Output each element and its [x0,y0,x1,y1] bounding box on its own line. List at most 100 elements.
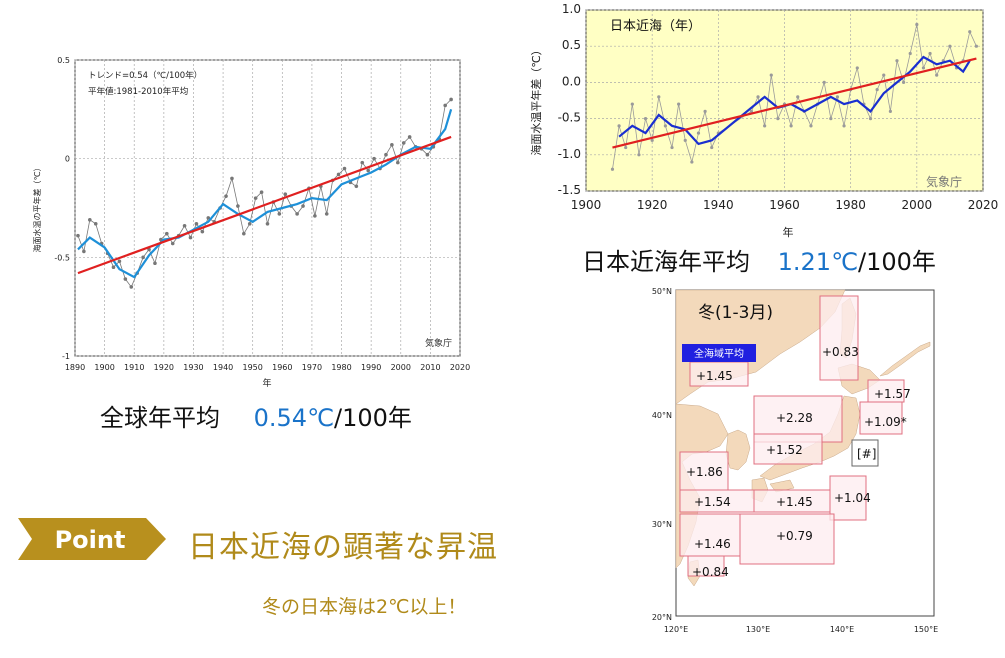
land-kuril [879,341,931,377]
g1-xtick-label: 1980 [331,363,351,372]
g1-xtick-label: 2010 [420,363,440,372]
g1-annual-point [242,231,246,236]
global-ylabel: 海面水温の平年差（℃） [32,164,42,253]
value-shikoku-off: +1.45 [776,495,813,509]
g2-annual-point [948,44,952,48]
g2-ytick-label: 0.5 [562,38,581,52]
g2-annual-point [882,73,886,77]
g2-xtick-label: 1900 [571,198,602,212]
g1-annual-point [170,241,175,246]
g2-annual-point [763,124,767,128]
g1-xtick-label: 1960 [272,363,292,372]
g2-xtick-label: 1980 [835,198,866,212]
g1-annual-point [354,184,359,189]
g2-annual-point [868,117,873,121]
global-caption-value: 0.54℃ [253,404,335,432]
g1-annual-point [384,152,388,157]
box-south-kanto [829,475,867,521]
g1-xtick-label: 1950 [243,363,263,372]
g1-annual-point [230,176,234,181]
g1-annual-line [77,99,452,288]
value-yellow-sea: +1.86 [686,465,723,479]
g2-annual-point [657,95,661,99]
g2-annual-point [677,102,681,106]
global-xlabel: 年 [262,377,271,389]
g2-ytick-label: -0.5 [558,111,581,125]
land-shikoku [769,479,795,493]
g1-annual-point [182,223,187,228]
g1-annual-point [295,212,299,216]
g1-annual-point [443,103,447,108]
global-source-label: 気象庁 [425,337,452,349]
g2-annual-point [829,117,833,121]
value-kanto: [#] [857,447,876,461]
lat-label-40: 40°N [652,411,672,420]
g1-xtick-label: 1970 [302,363,322,372]
g2-annual-point [776,117,780,121]
g1-xtick-label: 1990 [361,363,381,372]
g2-annual-point [630,102,634,106]
g2-xtick-label: 1960 [769,198,800,212]
value-south-off: +0.79 [776,529,813,543]
g1-annual-point [141,255,145,260]
point-title: 日本近海の顕著な昇温 [188,530,498,565]
g1-xtick-label: 1890 [65,363,85,372]
g2-annual-point [624,145,628,150]
g2-annual-point [974,44,978,48]
g1-xtick-label: 1920 [154,363,174,372]
g1-annual-point [313,214,317,218]
g2-xtick-label: 1940 [703,198,734,212]
japan-source-label: 気象庁 [926,174,962,189]
box-sanriku [859,401,903,435]
g1-xtick-label: 2000 [391,363,411,372]
g1-xtick-label: 1910 [124,363,144,372]
value-southwest-japan-sea: +1.52 [766,443,803,457]
g2-annual-point [921,66,926,70]
g1-annual-point [165,231,169,236]
value-central-japan-sea: +2.28 [776,411,813,425]
g2-annual-point [637,153,641,157]
box-north-japan-sea [819,295,859,381]
g1-annual-point [129,285,134,289]
g2-annual-point [683,138,687,142]
g1-annual-point [117,259,122,264]
g1-annual-point [301,204,305,208]
value-okinawa: +0.84 [692,565,729,579]
japan-ylabel: 海面水温平年差（℃） [529,44,543,155]
map-legend-label: 全海域平均 [694,347,744,360]
g1-annual-point [342,166,347,171]
lon-label-140: 140°E [830,625,854,634]
g2-annual-point [968,30,972,34]
g1-annual-point [396,160,400,165]
g1-annual-point [390,143,394,147]
box-okinawa [687,555,725,577]
g1-annual-point [247,221,252,226]
global-annotation-normal: 平年値:1981-2010年平均 [88,86,188,97]
value-sanriku: +1.09* [864,415,907,429]
g2-annual-point [643,117,648,121]
g1-annual-point [82,249,86,254]
g1-annual-point [372,156,376,161]
japan-xlabel: 年 [783,225,794,238]
g1-annual-point [336,172,341,177]
japan-caption-value: 1.21℃ [777,248,859,276]
g1-annual-point [236,204,240,208]
value-east-china-sea-south: +1.46 [694,537,731,551]
g2-ytick-label: 0.0 [562,74,581,88]
g2-annual-point [895,59,899,63]
g1-annual-point [401,141,406,145]
g1-annual-point [123,277,128,281]
japan-caption: 日本近海年平均 1.21℃/100年 [582,242,936,277]
g1-annual-point [153,261,157,266]
g2-annual-point [670,145,674,150]
g1-annual-point [277,212,282,216]
g1-annual-point [265,221,270,226]
g1-annual-point [253,196,258,200]
g2-annual-point [902,80,906,84]
g1-annual-point [76,233,80,238]
g1-annual-point [425,152,430,157]
japan-caption-label: 日本近海年平均 [582,248,750,276]
g2-annual-point [915,22,919,27]
g2-ytick-label: -1.5 [558,183,581,197]
g1-annual-point [360,160,365,165]
